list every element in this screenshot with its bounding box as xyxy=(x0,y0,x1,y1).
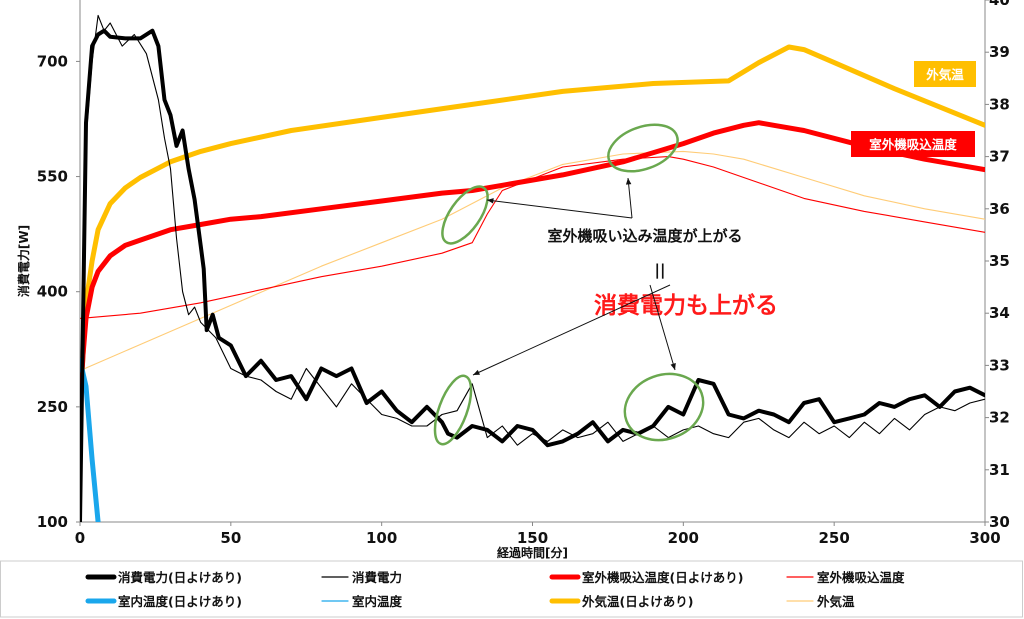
y2-tick-label: 40 xyxy=(989,0,1010,9)
x-tick-label: 200 xyxy=(668,529,699,547)
arrow-line-1 xyxy=(627,177,633,219)
y2-tick-label: 30 xyxy=(989,513,1010,531)
legend-label-4: 室内温度(日よけあり) xyxy=(118,594,242,609)
x-tick-label: 50 xyxy=(220,529,241,547)
legend-label-3: 室外機吸込温度 xyxy=(817,570,905,585)
series-line-0 xyxy=(80,28,985,522)
y2-tick-label: 33 xyxy=(989,356,1010,374)
legend-label-2: 室外機吸込温度(日よけあり) xyxy=(582,570,743,585)
y2-tick-label: 35 xyxy=(989,252,1010,270)
series-label-text-1: 室外機吸込温度 xyxy=(869,137,957,152)
series-line-6 xyxy=(80,44,985,410)
arrow-head-0 xyxy=(487,198,494,204)
y2-tick-label: 38 xyxy=(989,95,1010,113)
highlight-ellipse-0 xyxy=(441,185,489,245)
y-tick-label: 550 xyxy=(37,168,68,186)
y2-tick-label: 34 xyxy=(989,304,1010,322)
x-tick-label: 150 xyxy=(517,529,548,547)
annotation-power-rises: 消費電力も上がる xyxy=(594,292,778,319)
legend-frame xyxy=(0,560,1023,618)
chart-annotations: 室外機吸い込み温度が上がる || 消費電力も上がる xyxy=(433,123,778,446)
series-line-1 xyxy=(80,14,985,522)
y2-tick-label: 37 xyxy=(989,148,1010,166)
series-line-7 xyxy=(80,150,985,372)
y-tick-label: 700 xyxy=(37,52,68,70)
x-tick-label: 300 xyxy=(969,529,1000,547)
highlight-ellipse-1 xyxy=(607,123,679,173)
y-axis-title: 消費電力[W] xyxy=(16,225,31,297)
x-tick-label: 0 xyxy=(75,529,85,547)
x-axis-title: 経過時間[分] xyxy=(497,545,568,560)
y2-tick-label: 31 xyxy=(989,461,1010,479)
legend-label-6: 外気温(日よけあり) xyxy=(581,594,693,609)
chart-series xyxy=(80,14,985,522)
arrow-head-1 xyxy=(625,178,632,185)
arrow-head-2 xyxy=(473,369,480,375)
y2-tick-label: 32 xyxy=(989,409,1010,427)
series-label-box-0 xyxy=(914,61,976,87)
highlight-ellipse-2 xyxy=(433,374,473,446)
highlight-ellipse-3 xyxy=(623,372,705,442)
x-tick-label: 250 xyxy=(819,529,850,547)
arrow-line-0 xyxy=(486,199,633,219)
y2-tick-label: 39 xyxy=(989,43,1010,61)
arrow-line-2 xyxy=(472,284,671,376)
y2-tick-label: 36 xyxy=(989,200,1010,218)
y-tick-label: 400 xyxy=(37,283,68,301)
legend-label-7: 外気温 xyxy=(816,594,855,609)
legend-label-5: 室内温度 xyxy=(352,594,403,609)
series-label-text-0: 外気温 xyxy=(925,67,964,82)
legend-label-1: 消費電力 xyxy=(352,570,402,585)
arrow-line-3 xyxy=(649,284,676,371)
chart-axes: 0 50 100 150 200 250 300 100 250 400 550 700 30 31 32 3… xyxy=(16,0,1010,560)
y-tick-label: 250 xyxy=(37,398,68,416)
y-tick-label: 100 xyxy=(37,513,68,531)
annotation-intake-temp-rises: 室外機吸い込み温度が上がる xyxy=(547,227,742,245)
arrow-head-3 xyxy=(670,363,676,370)
series-line-2 xyxy=(80,120,985,410)
legend-label-0: 消費電力(日よけあり) xyxy=(118,570,242,585)
x-tick-label: 100 xyxy=(366,529,397,547)
annotation-equals: || xyxy=(655,261,666,280)
series-label-box-1 xyxy=(851,131,975,157)
legend: 消費電力(日よけあり) 消費電力 室外機吸込温度(日よけあり) 室外機吸込温度室内温度… xyxy=(0,560,1023,618)
